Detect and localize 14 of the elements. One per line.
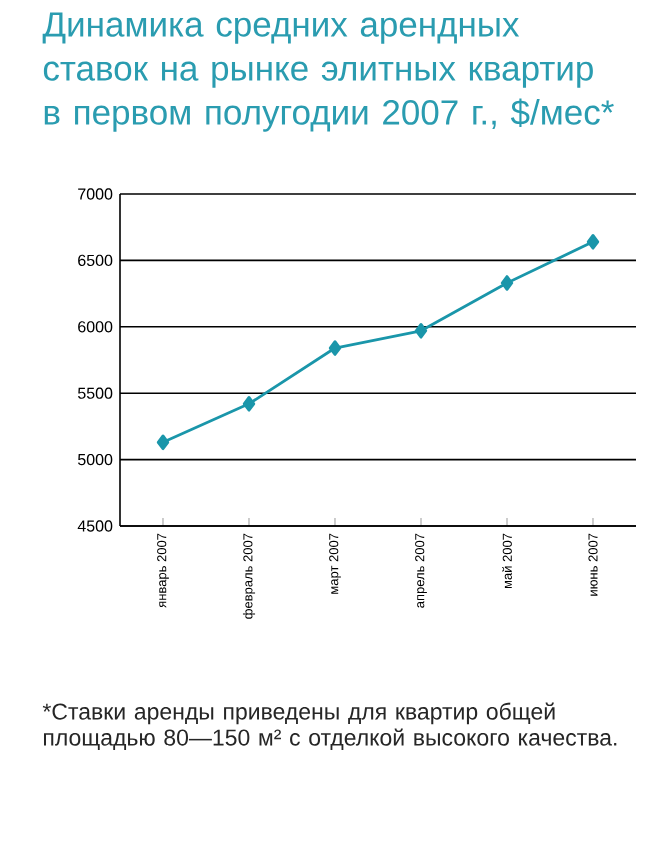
y-tick-label: 5000	[77, 453, 113, 466]
point	[586, 234, 600, 250]
y-tick-label: 5500	[77, 387, 113, 399]
y-tick-label: 6000	[78, 321, 113, 333]
y-tick-label: 6500	[78, 254, 113, 267]
y-tick-label: 4500	[77, 520, 113, 532]
text: *Ставки аренды приведены для квартир общей площадью 80—150 м² с отделкой высокого качества.	[42, 702, 617, 751]
chart-title: Динамика средних арендных ставок на рынке элитных квартир в первом полугодии 2007 г., $/мес*	[42, 12, 614, 132]
y-tick-label: 7000	[78, 188, 113, 200]
point	[500, 275, 514, 291]
point	[328, 340, 342, 356]
point	[242, 396, 256, 412]
point	[156, 434, 170, 451]
point	[414, 322, 428, 339]
